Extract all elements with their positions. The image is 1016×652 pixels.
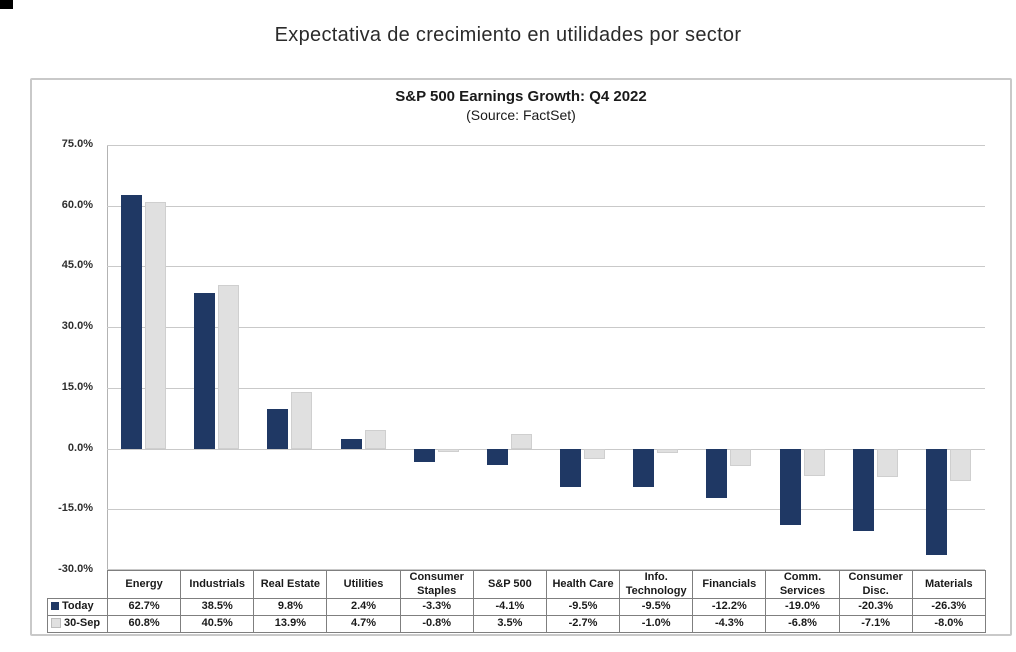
bar-today-consumer-disc (852, 448, 874, 531)
chart-subtitle: (Source: FactSet) (466, 107, 576, 123)
col-header-utilities: Utilities (326, 570, 401, 599)
bar-30-sep-consumer-disc (876, 448, 898, 478)
page-title: Expectativa de crecimiento en utilidades… (274, 24, 742, 46)
bar-today-real-estate (267, 408, 289, 449)
cell-today-consumer-staples: -3.3% (399, 598, 474, 616)
table-corner-blank (48, 571, 108, 599)
bar-30-sep-comm-services (803, 448, 825, 477)
cell-today-consumer-disc: -20.3% (838, 598, 913, 616)
cell-30-sep-financials: -4.3% (692, 615, 767, 633)
bar-30-sep-industrials (218, 284, 240, 449)
gridline-15-0 (107, 509, 985, 511)
plot-area (107, 145, 985, 570)
col-header-industrials: Industrials (180, 570, 255, 599)
data-table: Energy Industrials Real Estate Utilities Con… (47, 570, 986, 633)
y-tick-label-60-0: 60.0% (61, 198, 93, 211)
bar-today-s-p-500 (486, 448, 508, 466)
bar-today-industrials (194, 292, 216, 449)
col-header-financials: Financials (692, 570, 767, 599)
chart-title: S&P 500 Earnings Growth: Q4 2022 (395, 88, 647, 105)
y-tick-label-30-0: -30.0% (58, 563, 93, 575)
gridline-30-0 (107, 569, 985, 570)
y-tick-label-15-0: 15.0% (61, 380, 93, 393)
cell-30-sep-materials: -8.0% (911, 615, 986, 633)
cell-today-info-technology: -9.5% (619, 598, 694, 616)
col-header-consumer-staples: Consumer Staples (399, 570, 474, 599)
bar-30-sep-financials (730, 448, 752, 466)
gridline-60-0 (107, 205, 985, 207)
bar-today-info-technology (633, 448, 655, 487)
y-tick-label-45-0: 45.0% (61, 259, 93, 272)
scan-corner-artifact (0, 0, 13, 9)
col-header-info-technology: Info. Technology (619, 570, 694, 599)
bar-today-health-care (560, 448, 582, 487)
bar-today-materials (925, 448, 947, 555)
bar-today-financials (706, 448, 728, 498)
legend-today-swatch-icon (51, 601, 59, 610)
cell-30-sep-real-estate: 13.9% (253, 615, 328, 633)
cell-30-sep-energy: 60.8% (106, 615, 182, 633)
y-axis-line (107, 145, 108, 570)
cell-30-sep-consumer-staples: -0.8% (399, 615, 474, 633)
col-header-real-estate: Real Estate (253, 570, 328, 599)
gridline-0-0 (107, 448, 985, 450)
table-row-today: Today 62.7% 38.5% 9.8% 2.4% -3.3% -4.1% -9.5% -9… (47, 598, 986, 616)
cell-today-real-estate: 9.8% (253, 598, 328, 616)
table-header-row: Energy Industrials Real Estate Utilities Con… (48, 570, 986, 599)
y-tick-label-30-0: 30.0% (61, 320, 93, 333)
col-header-health-care: Health Care (545, 570, 621, 599)
bar-today-comm-services (779, 448, 801, 526)
legend-today: Today (47, 598, 108, 616)
gridline-75-0 (107, 145, 985, 146)
y-tick-label-15-0: -15.0% (58, 502, 93, 515)
legend-30-sep-swatch-icon (51, 617, 61, 628)
cell-today-energy: 62.7% (106, 598, 182, 616)
col-header-consumer-disc: Consumer Disc. (838, 570, 913, 599)
legend-30-sep: 30-Sep (47, 615, 108, 633)
cell-today-materials: -26.3% (911, 598, 986, 616)
bar-30-sep-utilities (364, 429, 386, 449)
cell-30-sep-info-technology: -1.0% (619, 615, 694, 633)
table-row-30-sep: 30-Sep 60.8% 40.5% 13.9% 4.7% -0.8% 3.5% -2.7% -… (47, 615, 986, 633)
gridline-45-0 (107, 266, 985, 268)
cell-today-comm-services: -19.0% (765, 598, 840, 616)
col-header-energy: Energy (106, 570, 182, 599)
bar-today-utilities (340, 438, 362, 449)
y-tick-label-0-0: 0.0% (67, 441, 93, 454)
cell-30-sep-utilities: 4.7% (326, 615, 401, 633)
bar-30-sep-health-care (584, 448, 606, 460)
cell-30-sep-s-p-500: 3.5% (472, 615, 547, 633)
bar-30-sep-consumer-staples (437, 448, 459, 452)
col-header-s-p-500: S&P 500 (472, 570, 547, 599)
cell-30-sep-consumer-disc: -7.1% (838, 615, 913, 633)
cell-today-health-care: -9.5% (545, 598, 621, 616)
y-tick-label-75-0: 75.0% (61, 138, 93, 150)
col-header-materials: Materials (911, 570, 986, 599)
col-header-comm-services: Comm. Services (765, 570, 840, 599)
cell-30-sep-industrials: 40.5% (180, 615, 255, 633)
bar-30-sep-info-technology (657, 448, 679, 453)
bar-30-sep-energy (145, 202, 167, 449)
cell-today-s-p-500: -4.1% (472, 598, 547, 616)
gridline-15-0 (107, 387, 985, 389)
cell-today-utilities: 2.4% (326, 598, 401, 616)
earnings-growth-chart: S&P 500 Earnings Growth: Q4 2022 (Source… (30, 78, 1012, 636)
bar-today-energy (121, 194, 143, 449)
cell-today-financials: -12.2% (692, 598, 767, 616)
gridline-30-0 (107, 327, 985, 329)
bar-30-sep-s-p-500 (510, 434, 532, 449)
bar-today-consumer-staples (413, 448, 435, 462)
bar-30-sep-real-estate (291, 392, 313, 449)
cell-30-sep-comm-services: -6.8% (765, 615, 840, 633)
bar-30-sep-materials (949, 448, 971, 481)
cell-30-sep-health-care: -2.7% (545, 615, 621, 633)
cell-today-industrials: 38.5% (180, 598, 255, 616)
